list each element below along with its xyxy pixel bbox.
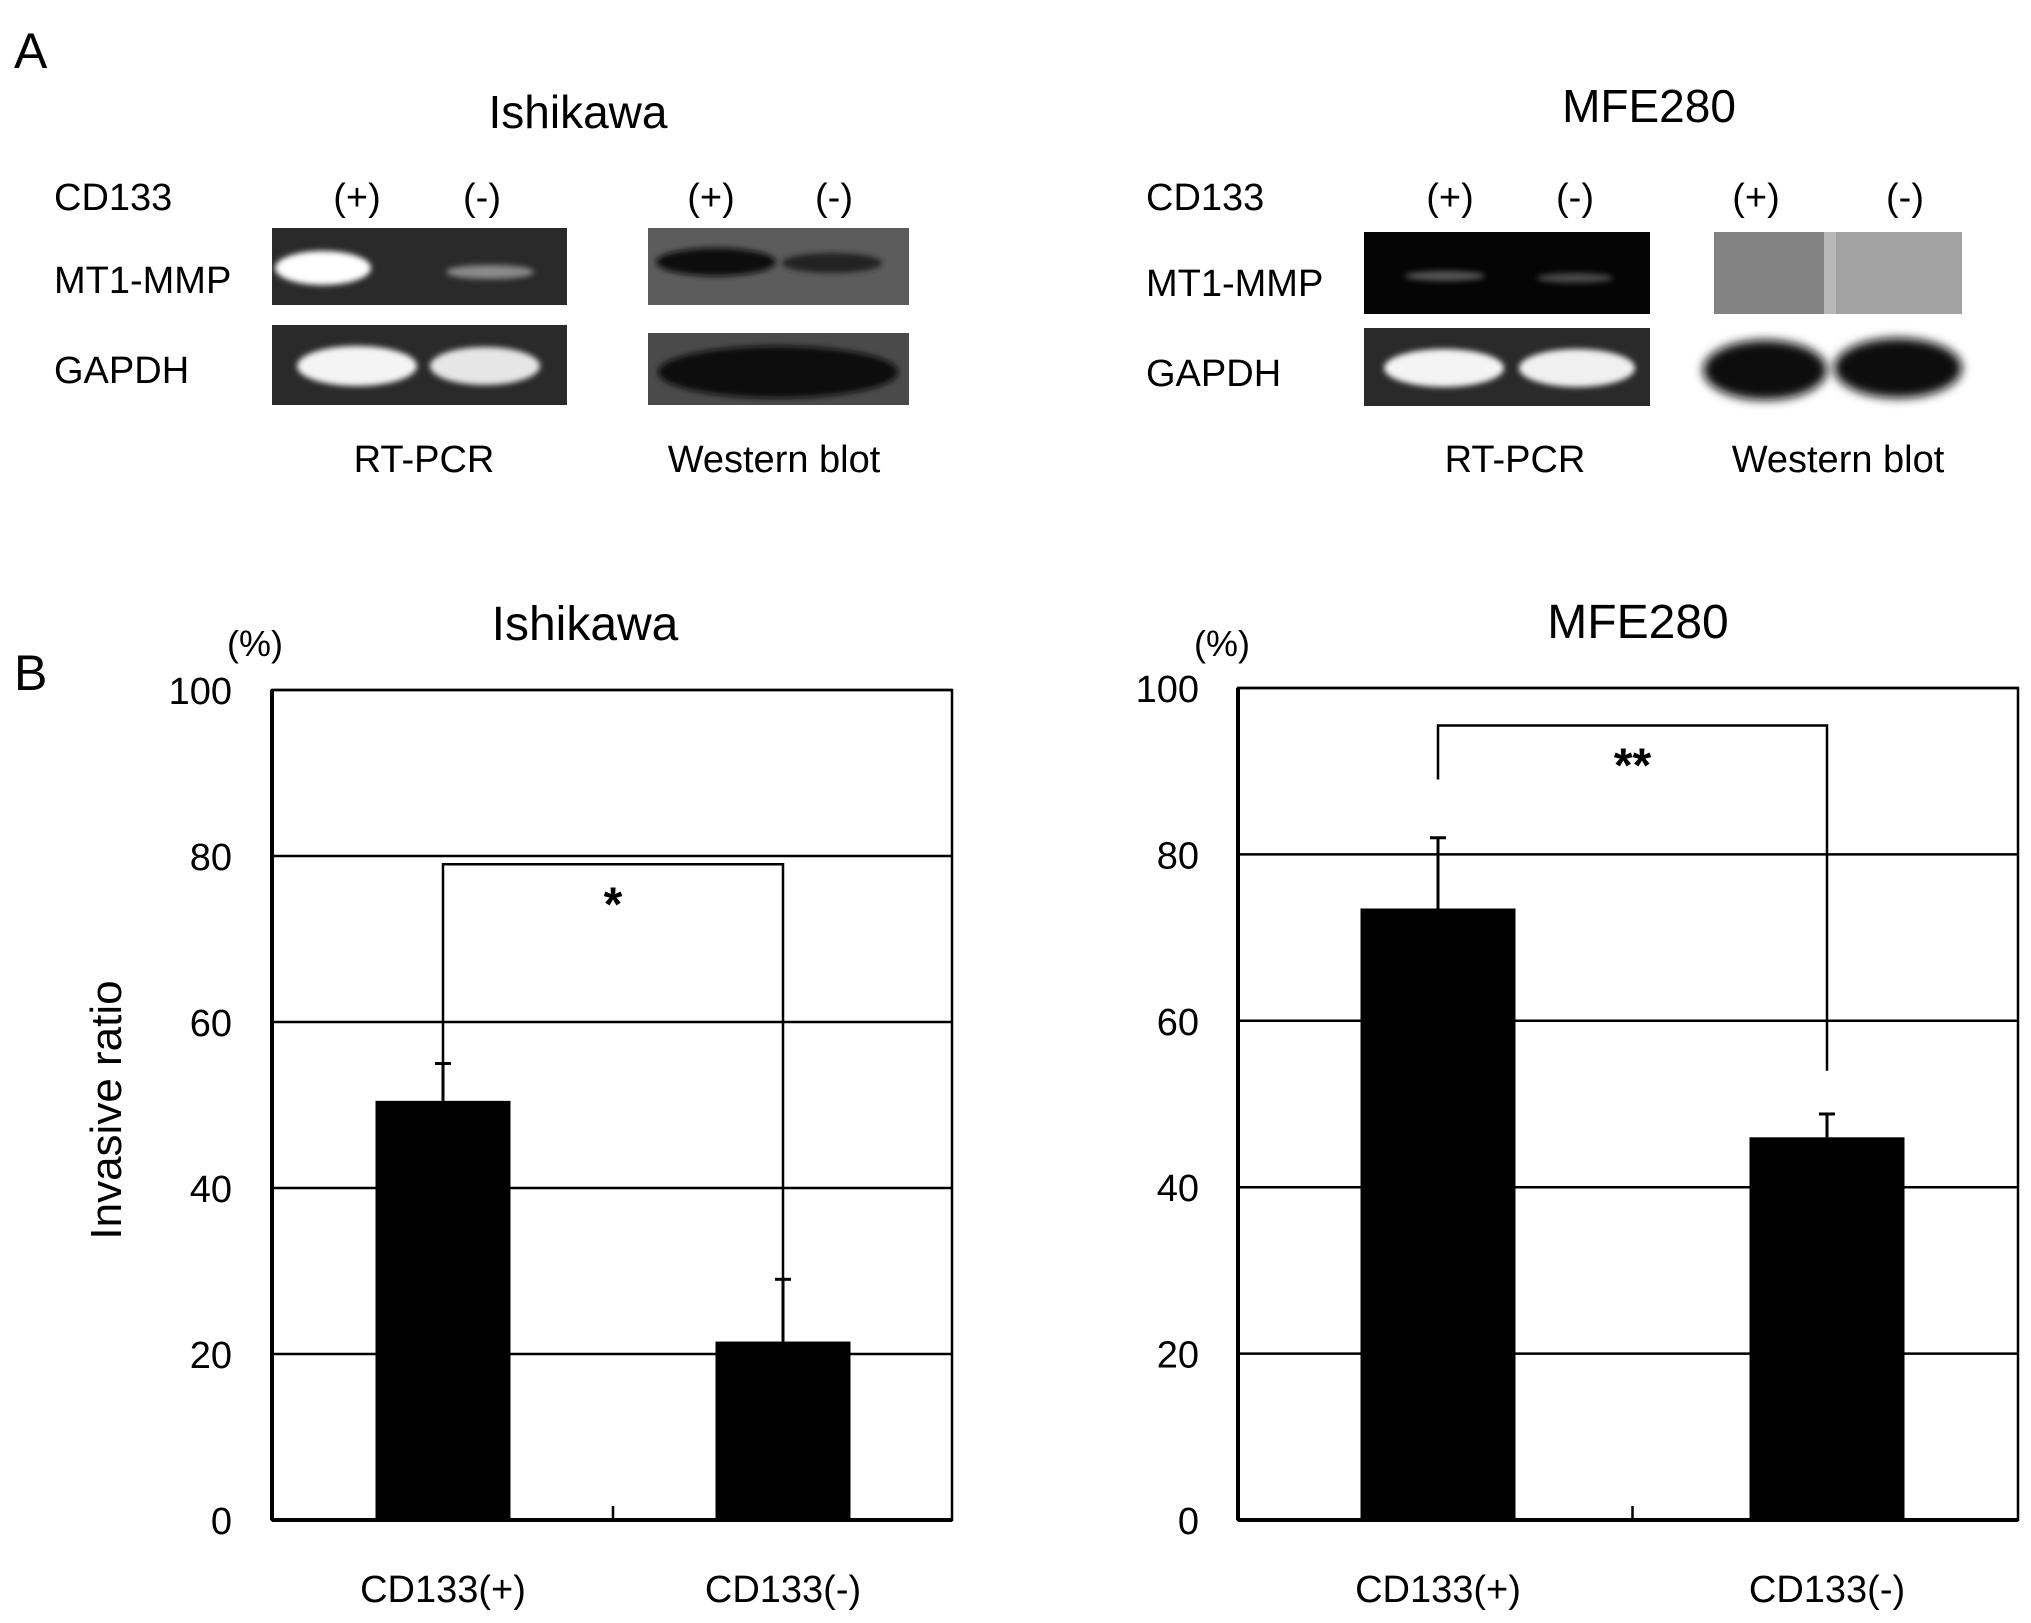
rtpcr-gapdh-gel-mfe280 xyxy=(1364,328,1650,406)
bar-mfe280-0 xyxy=(1360,908,1516,1520)
y-tick-label-ishikawa-80: 80 xyxy=(190,837,232,879)
significance-label-ishikawa: * xyxy=(604,878,623,931)
chart-title-mfe280: MFE280 xyxy=(1547,596,1728,649)
panel-b-label: B xyxy=(14,645,47,701)
y-tick-label-mfe280-100: 100 xyxy=(1136,669,1199,711)
lane-plus-western-ishikawa: (+) xyxy=(687,177,735,219)
western-caption-mfe280: Western blot xyxy=(1732,439,1945,481)
lane-minus-rtpcr-mfe280: (-) xyxy=(1556,177,1594,219)
y-tick-label-ishikawa-60: 60 xyxy=(190,1003,232,1045)
rtpcr-caption-ishikawa: RT-PCR xyxy=(354,439,495,481)
significance-bracket-ishikawa xyxy=(441,863,785,1280)
y-tick-label-mfe280-80: 80 xyxy=(1157,835,1199,877)
bar-ishikawa-0 xyxy=(375,1100,511,1520)
rtpcr-mt1mmp-gel-ishikawa xyxy=(272,228,567,305)
lane-minus-western-ishikawa: (-) xyxy=(815,177,853,219)
lane-minus-western-mfe280: (-) xyxy=(1886,177,1924,219)
western-mt1mmp-blot-ishikawa xyxy=(648,228,909,305)
western-gapdh-blot-ishikawa xyxy=(648,333,909,405)
significance-label-mfe280: ** xyxy=(1614,739,1652,792)
ishikawa-blots: Ishikawa CD133 MT1-MMP GAPDH (+) (-) (+)… xyxy=(54,86,909,481)
mt1-mmp-label-ishikawa: MT1-MMP xyxy=(54,260,231,302)
bar-chart-ishikawa: Ishikawa (%) 0 20 40 60 80 100 CD133(+) CD133(-) * xyxy=(169,598,954,1611)
rtpcr-mt1mmp-gel-mfe280 xyxy=(1364,232,1650,314)
western-caption-ishikawa: Western blot xyxy=(668,439,881,481)
cd133-label-ishikawa: CD133 xyxy=(54,177,172,219)
lane-plus-rtpcr-ishikawa: (+) xyxy=(333,177,381,219)
y-tick-label-ishikawa-0: 0 xyxy=(211,1501,232,1543)
category-label-mfe280-0: CD133(+) xyxy=(1355,1569,1521,1611)
y-unit-label-ishikawa: (%) xyxy=(227,623,283,664)
y-tick-label-ishikawa-20: 20 xyxy=(190,1335,232,1377)
y-tick-label-mfe280-20: 20 xyxy=(1157,1335,1199,1377)
cd133-label-mfe280: CD133 xyxy=(1146,177,1264,219)
y-tick-label-ishikawa-100: 100 xyxy=(169,671,232,713)
category-label-ishikawa-0: CD133(+) xyxy=(360,1569,526,1611)
category-label-ishikawa-1: CD133(-) xyxy=(705,1569,861,1611)
category-label-mfe280-1: CD133(-) xyxy=(1749,1569,1905,1611)
rtpcr-caption-mfe280: RT-PCR xyxy=(1445,439,1586,481)
y-tick-label-ishikawa-40: 40 xyxy=(190,1169,232,1211)
bar-chart-mfe280: MFE280 (%) 0 20 40 60 80 100 CD133(+) CD133(-) ** xyxy=(1136,596,2020,1611)
lane-plus-rtpcr-mfe280: (+) xyxy=(1426,177,1474,219)
gapdh-label-mfe280: GAPDH xyxy=(1146,353,1281,395)
y-tick-label-mfe280-60: 60 xyxy=(1157,1002,1199,1044)
mfe280-blots: MFE280 CD133 MT1-MMP GAPDH (+) (-) (+) (… xyxy=(1146,80,1962,481)
western-gapdh-blot-mfe280 xyxy=(1703,338,1962,400)
gapdh-label-ishikawa: GAPDH xyxy=(54,350,189,392)
lane-plus-western-mfe280: (+) xyxy=(1732,177,1780,219)
bar-mfe280-1 xyxy=(1749,1137,1905,1520)
lane-minus-rtpcr-ishikawa: (-) xyxy=(463,177,501,219)
mfe280-blot-title: MFE280 xyxy=(1562,80,1736,132)
panel-a-label: A xyxy=(14,23,48,79)
significance-bracket-mfe280 xyxy=(1436,724,1829,1071)
y-tick-label-mfe280-40: 40 xyxy=(1157,1168,1199,1210)
bar-ishikawa-1 xyxy=(715,1341,851,1520)
ishikawa-blot-title: Ishikawa xyxy=(489,86,668,138)
y-axis-label: Invasive ratio xyxy=(82,980,131,1239)
western-mt1mmp-blot-mfe280 xyxy=(1714,232,1962,314)
y-tick-label-mfe280-0: 0 xyxy=(1178,1501,1199,1543)
mt1-mmp-label-mfe280: MT1-MMP xyxy=(1146,263,1323,305)
chart-title-ishikawa: Ishikawa xyxy=(492,598,679,651)
rtpcr-gapdh-gel-ishikawa xyxy=(272,325,567,405)
y-unit-label-mfe280: (%) xyxy=(1194,623,1250,664)
